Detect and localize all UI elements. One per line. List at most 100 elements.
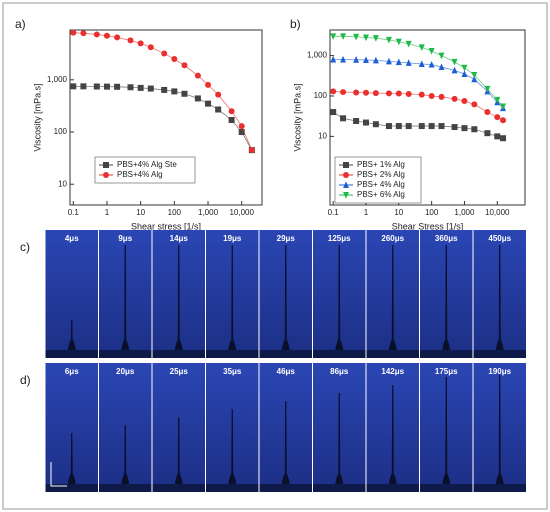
marker: [418, 44, 425, 51]
marker: [428, 123, 435, 130]
frame-floor: [45, 484, 98, 492]
marker: [80, 83, 87, 90]
series-line: [332, 111, 504, 139]
marker: [451, 58, 458, 66]
frame-floor: [313, 484, 366, 492]
marker: [484, 85, 491, 93]
marker: [395, 123, 402, 130]
marker: [362, 119, 369, 126]
marker: [451, 124, 458, 131]
marker: [484, 109, 491, 116]
marker: [471, 72, 478, 79]
legend-label: PBS+ 4% Alg: [357, 180, 405, 189]
marker: [330, 33, 337, 40]
marker: [70, 83, 77, 90]
marker: [340, 33, 347, 40]
x-tick-label: 10,000: [485, 208, 510, 217]
marker: [147, 85, 154, 92]
y-axis-label: Viscosity [mPa.s]: [32, 83, 42, 151]
frame-time: 14μs: [170, 234, 189, 243]
x-tick-label: 0.1: [328, 208, 340, 217]
marker: [238, 123, 245, 130]
marker: [353, 56, 360, 63]
plot-frame: [69, 29, 263, 206]
y-tick-label: 10: [58, 179, 67, 188]
marker: [181, 90, 188, 97]
marker: [418, 60, 425, 67]
x-tick-label: 1: [364, 208, 369, 217]
panel-label: b): [290, 17, 301, 31]
series-line: [73, 85, 253, 151]
marker: [385, 36, 392, 44]
marker: [353, 33, 360, 41]
marker: [451, 66, 458, 74]
frame-floor: [366, 484, 419, 492]
frame-time: 19μs: [223, 234, 242, 243]
marker: [215, 91, 222, 98]
frame-time: 9μs: [118, 234, 132, 243]
marker: [205, 100, 212, 107]
y-tick-label: 100: [54, 127, 68, 136]
marker: [161, 50, 168, 57]
marker: [340, 89, 347, 96]
marker: [418, 123, 425, 130]
x-tick-label: 1: [105, 208, 110, 217]
x-tick-label: 0.1: [68, 208, 80, 217]
series-line: [333, 90, 504, 121]
frame-time: 175μs: [435, 367, 458, 376]
jet: [174, 245, 183, 350]
panel-label: d): [20, 373, 31, 387]
frame-time: 25μs: [170, 367, 189, 376]
marker: [238, 129, 245, 136]
frame-floor: [99, 350, 152, 358]
marker: [405, 90, 412, 97]
jet: [121, 425, 130, 484]
marker: [330, 55, 337, 63]
jet: [495, 375, 504, 484]
frame-time: 260μs: [381, 234, 404, 243]
x-tick-label: 10: [136, 208, 145, 217]
marker: [171, 56, 178, 63]
marker: [127, 84, 134, 91]
jet: [335, 245, 344, 350]
marker: [500, 103, 507, 111]
frame-time: 35μs: [223, 367, 242, 376]
legend-marker: [343, 181, 349, 188]
frame-floor: [420, 484, 473, 492]
marker: [228, 116, 235, 123]
y-axis-label: Viscosity [mPa.s]: [292, 83, 302, 151]
x-tick-label: 10: [394, 208, 403, 217]
frame-time: 190μs: [488, 367, 511, 376]
frame-floor: [473, 350, 526, 358]
legend-label: PBS+ 6% Alg: [357, 190, 405, 199]
frame-time: 86μs: [330, 367, 349, 376]
jet: [174, 417, 183, 484]
marker: [461, 98, 468, 105]
frame-time: 125μs: [328, 234, 351, 243]
frame-floor: [420, 350, 473, 358]
marker: [114, 34, 121, 41]
frame-floor: [259, 350, 312, 358]
marker: [438, 52, 445, 60]
marker: [127, 37, 134, 44]
marker: [500, 117, 507, 124]
frame-floor: [45, 350, 98, 358]
marker: [330, 88, 337, 95]
marker: [471, 126, 478, 133]
marker: [353, 118, 360, 125]
x-axis-label: Shear Stress [1/s]: [392, 221, 464, 231]
frame-floor: [206, 484, 259, 492]
x-tick-label: 1,000: [454, 208, 475, 217]
legend-label: PBS+4% Alg Ste: [117, 160, 177, 169]
marker: [395, 90, 402, 97]
marker: [340, 55, 347, 63]
marker: [194, 95, 201, 102]
marker: [137, 84, 144, 91]
marker: [372, 35, 379, 42]
marker: [161, 86, 168, 93]
marker: [362, 56, 369, 63]
legend-marker: [103, 162, 109, 168]
x-tick-label: 1,000: [198, 208, 219, 217]
frame-time: 20μs: [116, 367, 135, 376]
